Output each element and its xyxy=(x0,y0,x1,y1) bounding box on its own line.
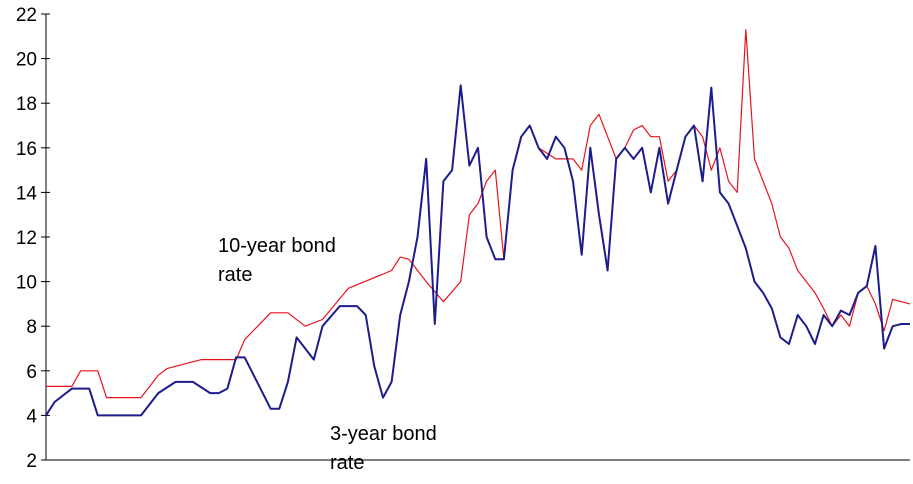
y-tick-label-16: 16 xyxy=(16,139,37,160)
annotation-ten-year-line1: 10-year bond xyxy=(218,235,336,257)
y-tick-label-14: 14 xyxy=(16,183,38,204)
y-tick-label-4: 4 xyxy=(26,406,37,427)
annotation-ten-year-line2: rate xyxy=(218,264,253,286)
y-tick-label-2: 2 xyxy=(26,451,37,472)
series-layer xyxy=(45,29,911,417)
y-tick-label-8: 8 xyxy=(26,317,37,338)
series-line-ten-year xyxy=(46,29,911,399)
series-line-three-year xyxy=(45,84,910,417)
y-tick-label-6: 6 xyxy=(26,362,37,383)
y-axis: 2 4 6 8 10 12 14 16 18 20 22 xyxy=(16,5,50,472)
annotation-three-year: 3-year bond rate xyxy=(330,420,470,478)
y-tick-label-10: 10 xyxy=(16,273,37,294)
y-tick-label-20: 20 xyxy=(16,50,37,71)
annotation-three-year-line1: 3-year bond xyxy=(330,423,437,445)
y-tick-label-12: 12 xyxy=(16,228,37,249)
y-tick-label-22: 22 xyxy=(16,5,37,26)
y-tick-label-18: 18 xyxy=(16,94,37,115)
annotation-ten-year: 10-year bond rate xyxy=(218,232,358,290)
annotation-three-year-line2: rate xyxy=(330,452,365,474)
